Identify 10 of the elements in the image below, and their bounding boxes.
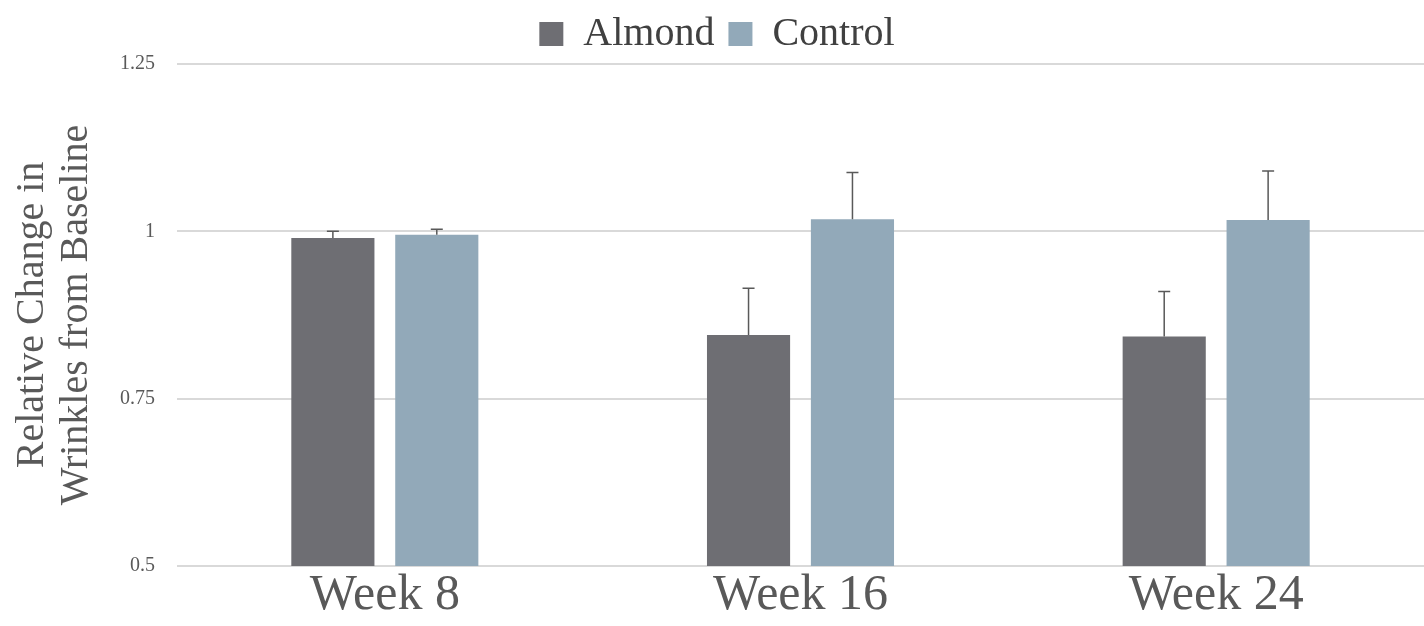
y-tick-label: 1	[145, 218, 155, 241]
legend-label: Almond	[583, 8, 715, 54]
y-tick-label: 0.75	[120, 385, 155, 408]
legend-label: Control	[772, 8, 895, 54]
y-tick-label: 1.25	[120, 51, 155, 74]
y-axis-title: Relative Change in Wrinkles from Baseline	[6, 124, 96, 506]
y-tick-label: 0.5	[130, 553, 155, 576]
x-tick-label: Week 24	[1128, 564, 1304, 621]
x-tick-label: Week 16	[712, 564, 889, 621]
x-tick-label: Week 8	[309, 564, 460, 621]
